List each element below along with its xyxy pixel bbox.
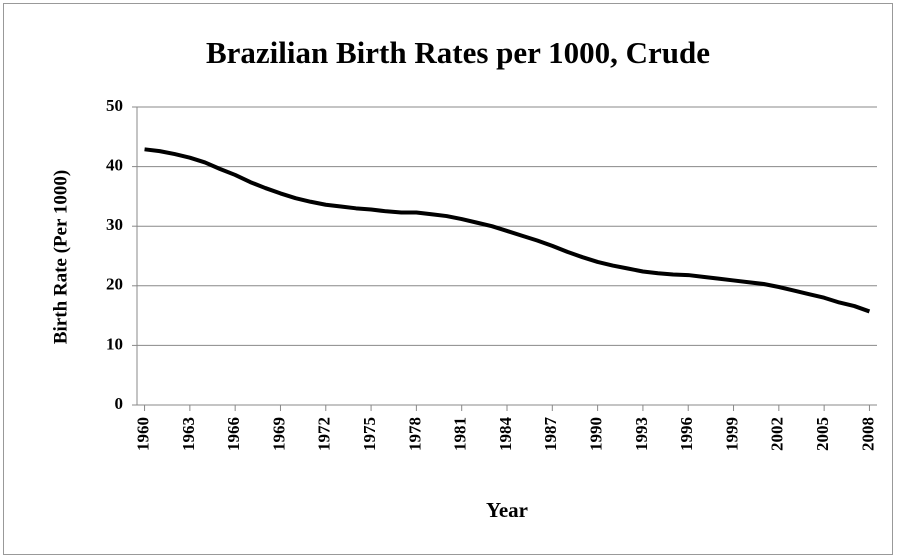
y-tick-label: 30	[106, 215, 123, 234]
x-tick-label: 1987	[541, 417, 560, 452]
x-tick-label: 2002	[768, 417, 787, 451]
x-tick-label: 1978	[405, 417, 424, 451]
y-tick-label: 40	[106, 156, 123, 175]
x-tick-label: 1963	[179, 417, 198, 451]
x-tick-label: 1984	[496, 417, 515, 452]
y-tick-label: 20	[106, 275, 123, 294]
x-tick-label: 1975	[360, 417, 379, 451]
x-tick-label: 1960	[133, 417, 152, 451]
x-tick-label: 1969	[269, 417, 288, 451]
x-tick-label: 1966	[224, 417, 243, 451]
x-tick-label: 2008	[858, 417, 877, 451]
x-tick-label: 1999	[722, 417, 741, 451]
x-tick-label: 1996	[677, 417, 696, 451]
x-tick-label: 1972	[315, 417, 334, 451]
y-tick-label: 50	[106, 96, 123, 115]
chart-border	[3, 3, 893, 555]
line	[144, 147, 871, 314]
x-tick-label: 1981	[451, 417, 470, 451]
x-tick-label: 2005	[813, 417, 832, 451]
x-axis-label: Year	[486, 498, 528, 522]
y-axis-label: Birth Rate (Per 1000)	[50, 170, 71, 344]
y-tick-label: 0	[115, 394, 124, 413]
x-tick-label: 1993	[632, 417, 651, 451]
y-tick-label: 10	[106, 334, 123, 353]
x-tick-label: 1990	[587, 417, 606, 451]
chart-title: Brazilian Birth Rates per 1000, Crude	[206, 35, 710, 70]
